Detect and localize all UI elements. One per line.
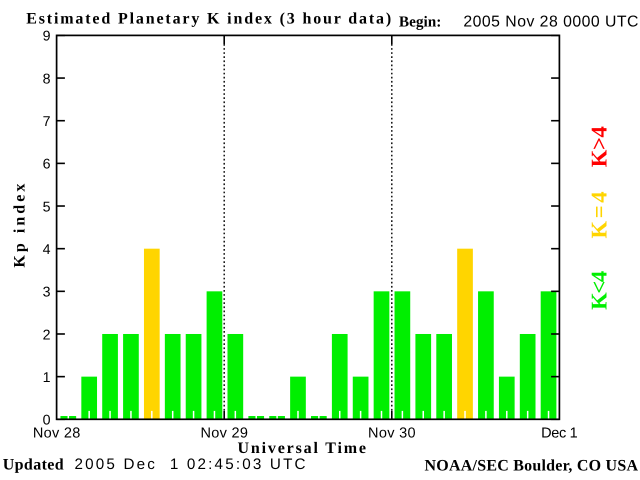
svg-text:Nov 30: Nov 30 — [368, 426, 416, 442]
svg-text:1: 1 — [43, 370, 51, 386]
svg-text:5: 5 — [43, 199, 51, 215]
svg-text:Updated: Updated — [3, 457, 64, 474]
svg-text:K>4: K>4 — [587, 126, 612, 167]
svg-text:Dec 1: Dec 1 — [541, 426, 578, 442]
svg-text:Nov 29: Nov 29 — [200, 426, 248, 442]
svg-text:Begin:: Begin: — [399, 13, 442, 30]
svg-text:6: 6 — [43, 157, 51, 173]
svg-text:8: 8 — [43, 71, 51, 87]
svg-text:Nov 28: Nov 28 — [33, 426, 81, 442]
svg-text:Estimated Planetary K index (3: Estimated Planetary K index (3 hour data… — [26, 10, 391, 27]
svg-text:4: 4 — [43, 242, 51, 258]
svg-text:2005 Dec 1 02:45:03 UTC: 2005 Dec 1 02:45:03 UTC — [75, 456, 306, 473]
svg-text:7: 7 — [43, 114, 51, 130]
svg-text:K=4: K=4 — [587, 192, 612, 239]
svg-text:2005 Nov 28 0000 UTC: 2005 Nov 28 0000 UTC — [463, 13, 638, 30]
svg-text:2: 2 — [43, 327, 51, 343]
svg-text:Universal Time: Universal Time — [238, 440, 367, 457]
svg-text:K<4: K<4 — [587, 271, 612, 310]
svg-text:0: 0 — [43, 413, 51, 429]
svg-text:NOAA/SEC Boulder, CO USA: NOAA/SEC Boulder, CO USA — [425, 458, 639, 475]
svg-text:3: 3 — [43, 285, 51, 301]
svg-text:9: 9 — [43, 29, 51, 45]
